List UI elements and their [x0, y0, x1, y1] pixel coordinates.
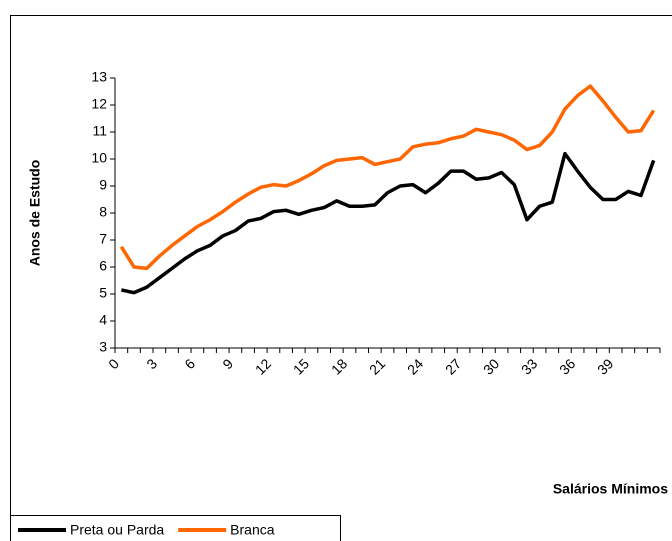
- x-tick-label: 18: [328, 355, 350, 377]
- x-tick-label: 6: [181, 355, 198, 372]
- x-tick-label: 27: [442, 355, 464, 377]
- y-tick-label: 5: [99, 285, 107, 301]
- y-tick-label: 6: [99, 258, 107, 274]
- y-axis-label: Anos de Estudo: [27, 160, 43, 267]
- x-tick-label: 12: [252, 355, 274, 377]
- y-tick-label: 13: [91, 69, 107, 85]
- x-tick-label: 24: [404, 355, 426, 377]
- x-tick-label: 21: [366, 355, 388, 377]
- chart-frame: [10, 15, 672, 541]
- x-tick-label: 36: [556, 355, 578, 377]
- series-line: [119, 84, 656, 271]
- y-tick-label: 4: [99, 312, 107, 328]
- y-tick-label: 12: [91, 96, 107, 112]
- y-tick-label: 7: [99, 231, 107, 247]
- x-tick-label: 3: [143, 355, 160, 372]
- y-tick-label: 10: [91, 150, 107, 166]
- y-tick-label: 11: [92, 123, 107, 139]
- legend-label: Preta ou Parda: [70, 522, 164, 538]
- y-tick-label: 9: [99, 177, 107, 193]
- x-tick-label: 30: [480, 355, 502, 377]
- legend-label: Branca: [230, 522, 275, 538]
- y-tick-label: 3: [99, 339, 107, 355]
- y-tick-label: 8: [99, 204, 107, 220]
- x-tick-label: 33: [518, 355, 540, 377]
- series-line: [120, 151, 656, 295]
- x-axis-label: Salários Mínimos: [553, 481, 668, 497]
- x-tick-label: 39: [594, 355, 616, 377]
- x-tick-label: 9: [219, 355, 236, 372]
- x-tick-label: 15: [290, 355, 312, 377]
- x-tick-label: 0: [105, 355, 122, 372]
